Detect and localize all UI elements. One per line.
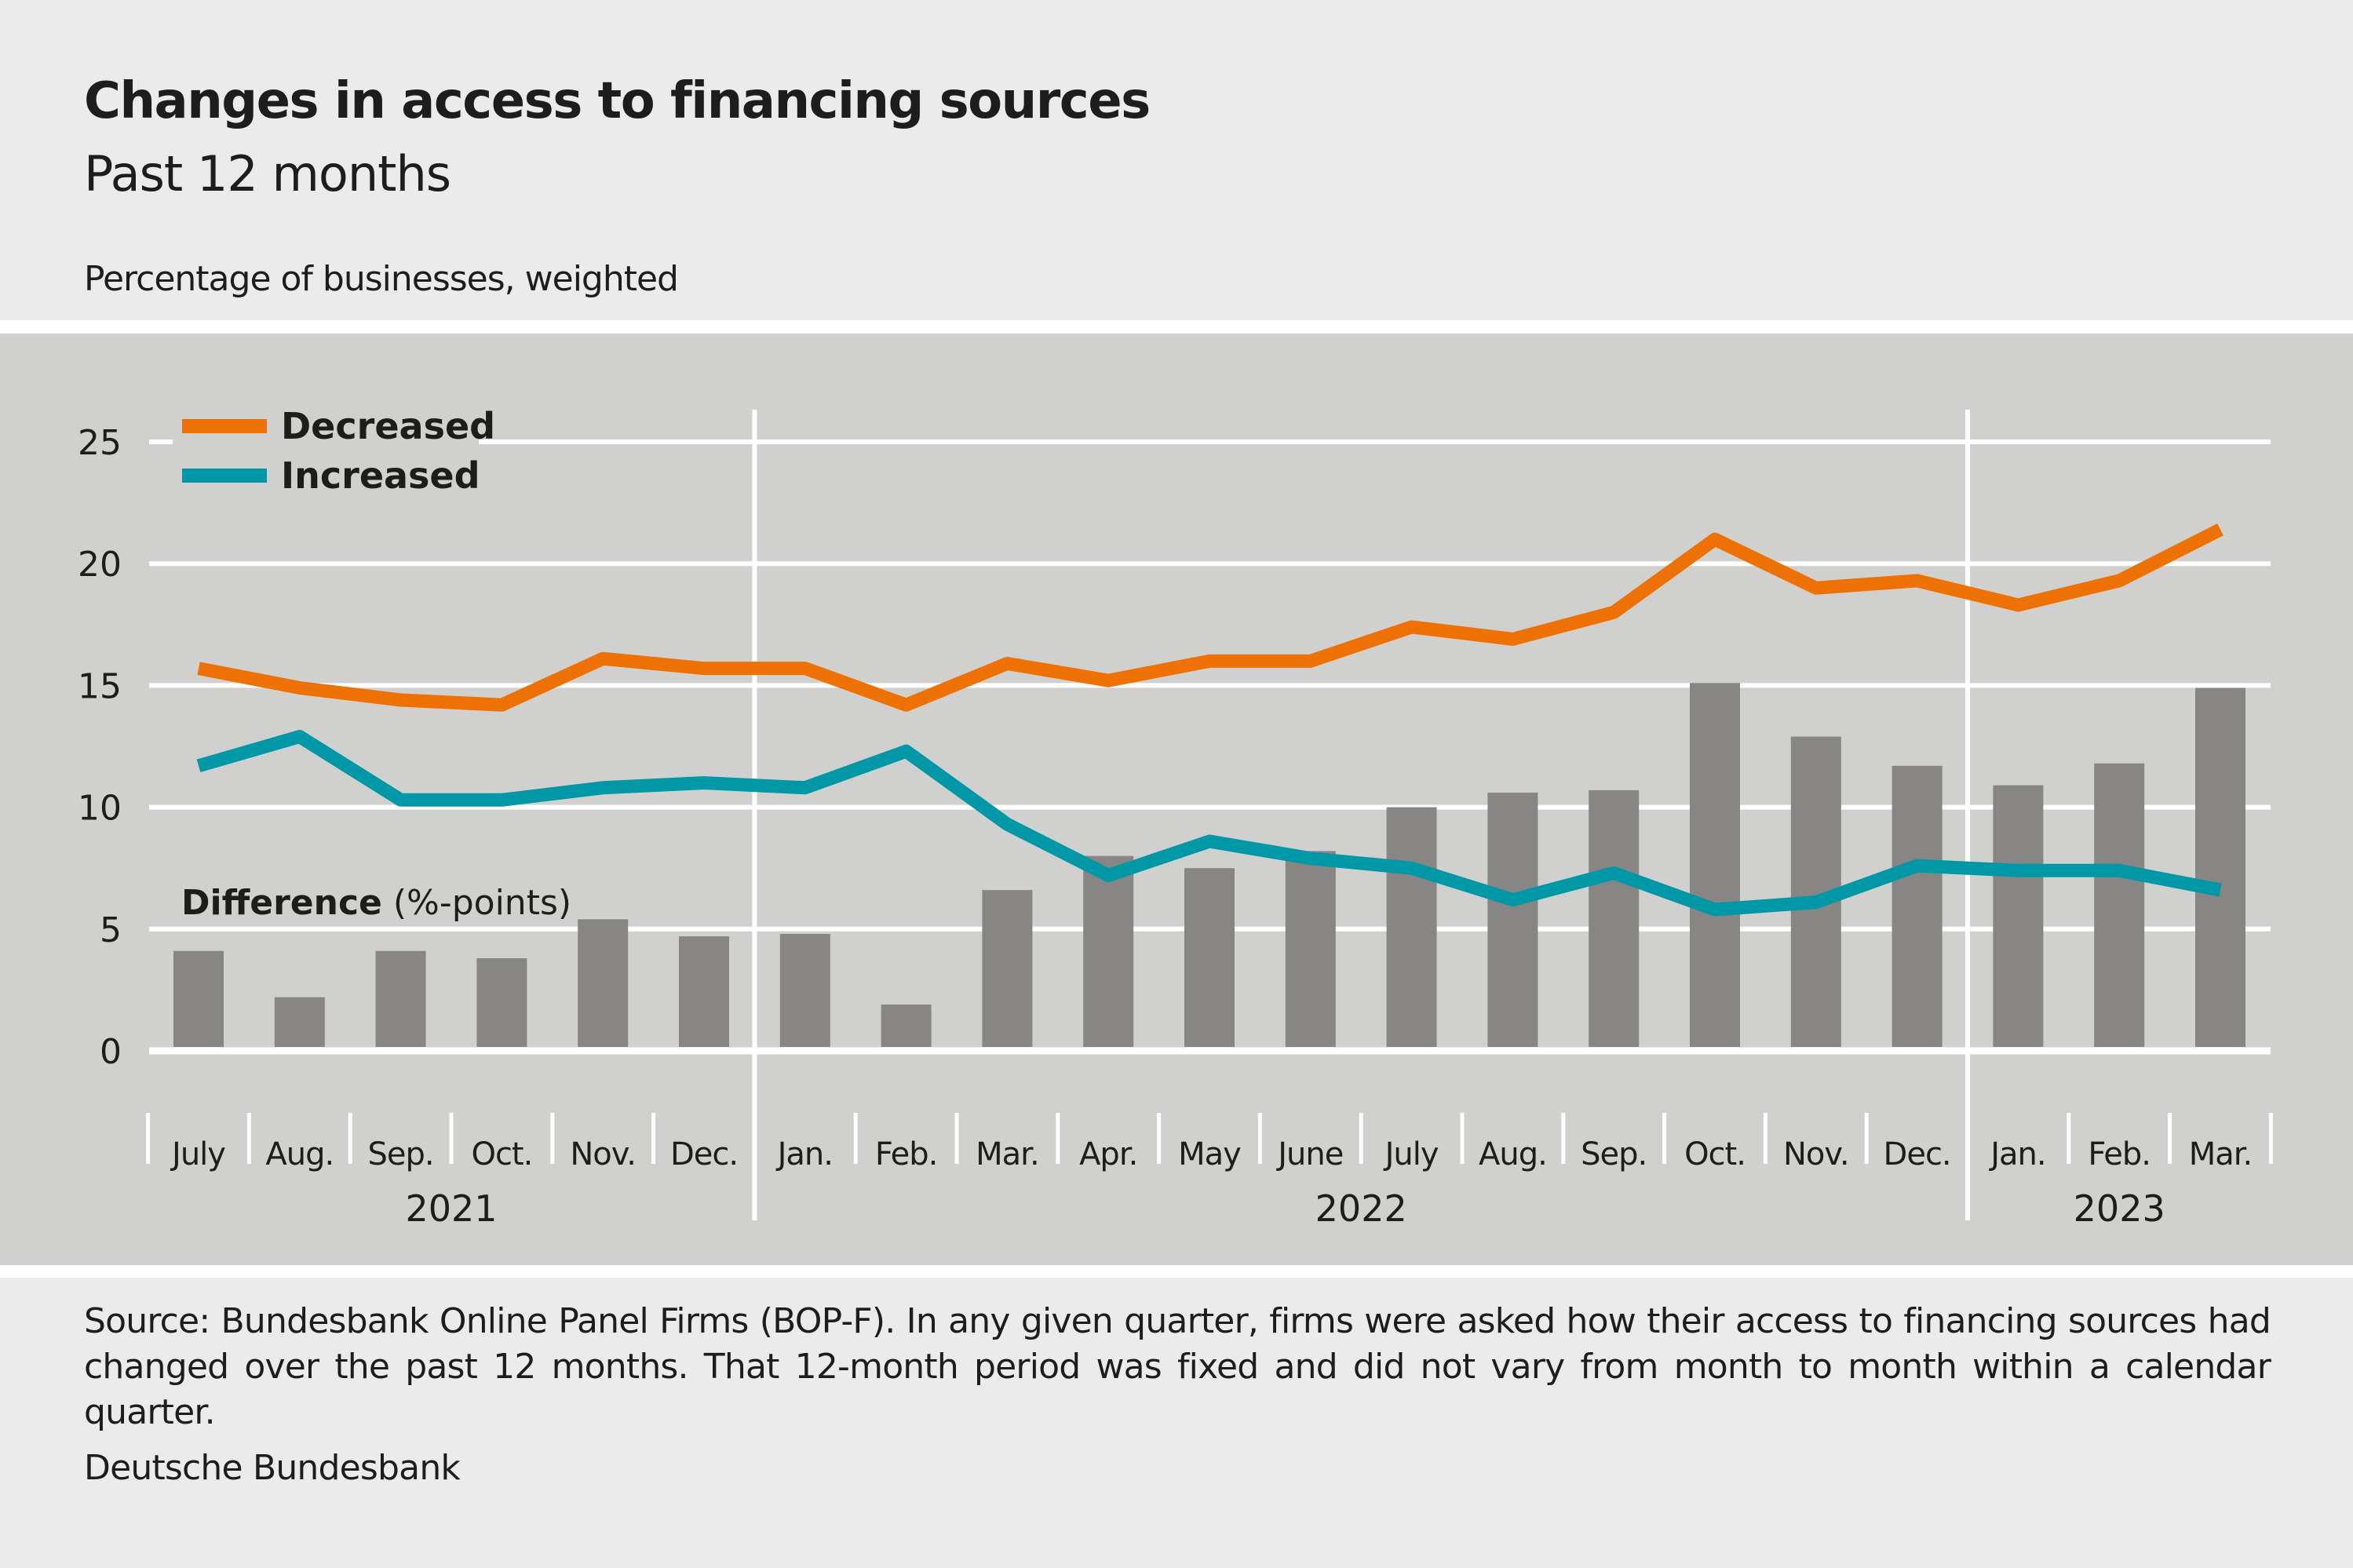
x-tick-label: Aug.	[1479, 1136, 1547, 1172]
difference-bar	[1589, 789, 1640, 1047]
x-tick-label: July	[170, 1136, 225, 1172]
difference-bar	[779, 934, 830, 1047]
x-tick-label: Sep.	[368, 1136, 434, 1172]
legend-label-increased: Increased	[281, 454, 480, 497]
difference-bar	[1892, 765, 1943, 1047]
chart-title: Changes in access to financing sources	[84, 72, 1151, 130]
difference-bar	[1993, 785, 2044, 1047]
legend-swatch-decreased	[182, 419, 267, 433]
grid-layer	[149, 410, 2271, 1220]
y-tick-label: 10	[78, 789, 122, 829]
x-tick-label: Dec.	[1884, 1136, 1951, 1172]
x-tick-label: July	[1383, 1136, 1439, 1172]
source-note: Source: Bundesbank Online Panel Firms (B…	[84, 1301, 2271, 1432]
difference-label-bold: Difference	[181, 883, 382, 923]
divider-top	[0, 320, 2353, 334]
x-tick-label: June	[1275, 1136, 1343, 1172]
year-label: 2022	[1315, 1187, 1407, 1230]
difference-bar	[2195, 687, 2245, 1047]
difference-bar	[1285, 851, 1336, 1047]
x-tick-label: Feb.	[2088, 1136, 2151, 1172]
divider-bottom	[0, 1265, 2353, 1278]
difference-bar	[982, 890, 1033, 1047]
year-label: 2021	[405, 1187, 497, 1230]
difference-bar	[1690, 683, 1740, 1047]
difference-bar	[578, 919, 629, 1047]
difference-bar	[375, 950, 426, 1047]
difference-label-background	[173, 879, 557, 926]
series-line-decreased	[197, 523, 2223, 712]
difference-label-unit: (%-points)	[382, 883, 571, 923]
y-tick-label: 15	[78, 666, 122, 706]
difference-bar	[1386, 807, 1437, 1047]
x-tick-label: Mar.	[976, 1136, 1039, 1172]
y-tick-label: 0	[100, 1032, 122, 1072]
x-tick-label: Oct.	[1684, 1136, 1746, 1172]
difference-bar	[1487, 792, 1538, 1047]
x-tick-label: May	[1178, 1136, 1241, 1172]
x-tick-label: Feb.	[875, 1136, 938, 1172]
x-tick-label: Jan.	[775, 1136, 833, 1172]
y-tick-label: 20	[78, 545, 122, 585]
y-tick-label: 5	[100, 910, 122, 950]
x-tick-label: Jan.	[1988, 1136, 2045, 1172]
x-tick-label: Oct.	[471, 1136, 532, 1172]
difference-bar	[1083, 855, 1134, 1047]
svg-text:Difference (%-points): Difference (%-points)	[181, 883, 571, 923]
legend: Decreased Increased	[173, 405, 495, 497]
legend-swatch-increased	[182, 469, 267, 483]
difference-bar	[2094, 763, 2145, 1047]
difference-label: Difference (%-points)	[173, 879, 571, 926]
axis-layer: 0 5 10 15 20 25 July Aug. Sep. Oct. Nov. Dec. Jan. Fe…	[78, 423, 2273, 1230]
x-tick-label: Aug.	[265, 1136, 334, 1172]
x-tick-label: Mar.	[2189, 1136, 2253, 1172]
x-tick-label: Dec.	[670, 1136, 738, 1172]
difference-bar	[881, 1005, 932, 1047]
difference-bar	[476, 958, 527, 1047]
legend-label-decreased: Decreased	[281, 405, 495, 447]
difference-bar	[679, 936, 729, 1047]
credit: Deutsche Bundesbank	[84, 1448, 461, 1488]
unit-label: Percentage of businesses, weighted	[84, 259, 679, 299]
x-tick-label: Sep.	[1581, 1136, 1647, 1172]
line-layer	[196, 523, 2223, 917]
x-tick-label: Apr.	[1079, 1136, 1137, 1172]
chart-subtitle: Past 12 months	[84, 145, 451, 202]
difference-bar	[173, 950, 224, 1047]
x-tick-label: Nov.	[1783, 1136, 1849, 1172]
difference-bar	[1184, 868, 1235, 1047]
y-tick-label: 25	[78, 423, 122, 463]
difference-bar	[274, 997, 325, 1047]
x-tick-label: Nov.	[570, 1136, 636, 1172]
year-label: 2023	[2074, 1187, 2165, 1230]
bar-layer	[149, 683, 2271, 1055]
